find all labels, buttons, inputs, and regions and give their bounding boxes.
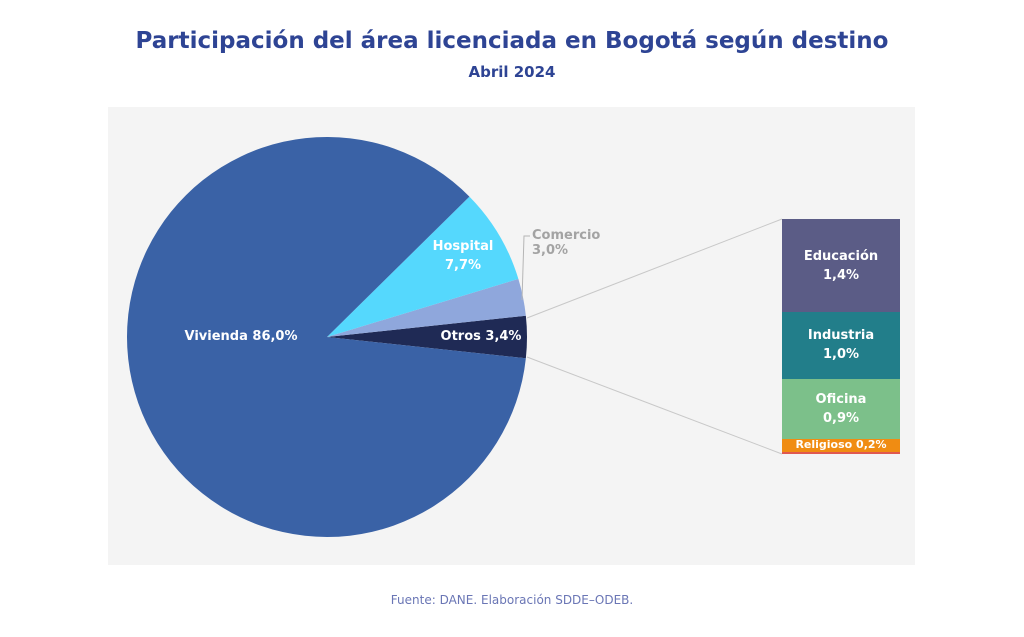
label-comercio-pct: 3,0% <box>532 243 568 258</box>
segment-label: Industria <box>807 328 875 344</box>
segment-value: 1,4% <box>822 267 860 283</box>
segment-label: Religioso 0,2% <box>795 438 887 452</box>
source-note: Fuente: DANE. Elaboración SDDE–ODEB. <box>390 593 634 607</box>
chart-subtitle: Abril 2024 <box>468 63 556 81</box>
bar-segment-educacion: Educación 1,4% <box>782 219 900 313</box>
label-otros: Otros 3,4% <box>441 329 522 344</box>
segment-value: 0,9% <box>822 410 860 426</box>
pie-slice-otros <box>327 315 527 359</box>
segment-label: Educación <box>803 248 879 264</box>
pie-slice-comercio <box>327 278 526 337</box>
bar-segment-religioso: Religioso 0,2% <box>782 438 900 452</box>
chart-title: Participación del área licenciada en Bog… <box>135 28 889 54</box>
label-comercio: Comercio <box>532 228 600 243</box>
label-hospital-pct: 7,7% <box>445 258 481 273</box>
pie-slice-vivienda <box>126 136 526 538</box>
comercio-leader-line <box>521 235 530 301</box>
bar-segment-other <box>782 451 900 454</box>
pie-slice-hospital <box>327 196 519 337</box>
connector-top <box>526 218 783 319</box>
segment-value: 1,0% <box>822 347 860 363</box>
connector-bottom <box>526 356 783 455</box>
otros-breakdown-bar: Educación 1,4% Industria 1,0% Oficina 0,9% … <box>782 219 900 454</box>
label-vivienda: Vivienda 86,0% <box>185 329 298 344</box>
bar-segment-oficina: Oficina 0,9% <box>782 378 900 439</box>
bar-segment-industria: Industria 1,0% <box>782 312 900 379</box>
label-hospital: Hospital <box>433 239 494 254</box>
segment-label: Oficina <box>815 391 867 407</box>
